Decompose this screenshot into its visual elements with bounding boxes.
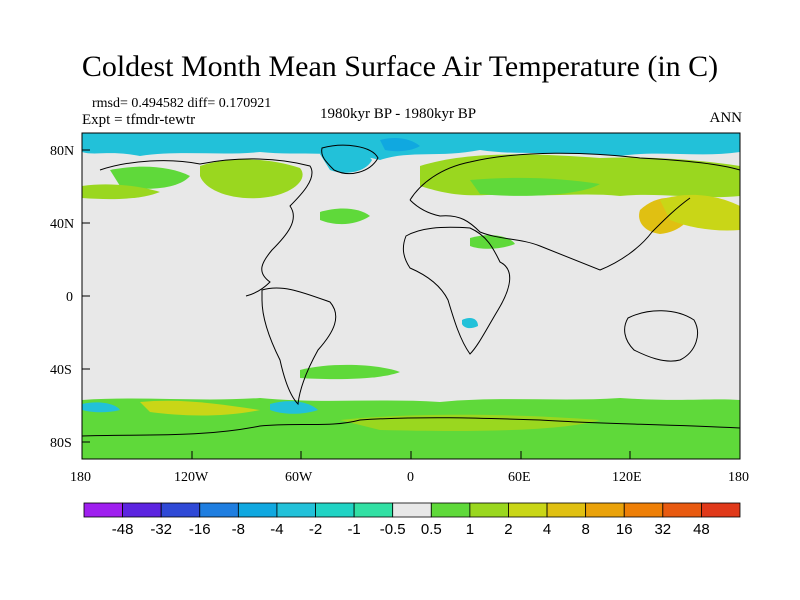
season-label: ANN bbox=[709, 110, 743, 126]
lat-label-40s: 40S bbox=[50, 363, 72, 378]
colorbar-label: 16 bbox=[616, 521, 633, 538]
canada-positive-patch bbox=[200, 159, 303, 199]
greenland-coast bbox=[321, 144, 379, 174]
colorbar-label: -4 bbox=[270, 521, 283, 538]
colorbar-swatch bbox=[353, 502, 394, 518]
colorbar-swatch bbox=[237, 502, 278, 518]
southern-ocean-negative-patch-2 bbox=[82, 402, 120, 413]
greenland-negative-patch bbox=[320, 150, 372, 173]
colorbar-swatch bbox=[160, 502, 201, 518]
colorbar-label: -0.5 bbox=[380, 521, 406, 538]
nw-pacific-positive-patch bbox=[660, 194, 740, 231]
lon-label-120w: 120W bbox=[174, 470, 209, 485]
colorbar-swatch bbox=[392, 502, 432, 518]
lon-label-120e: 120E bbox=[612, 470, 642, 485]
colorbar-swatch bbox=[469, 502, 509, 518]
colorbar-label: -1 bbox=[347, 521, 360, 538]
lat-label-0: 0 bbox=[66, 290, 73, 305]
rmsd-value: rmsd= 0.494582 bbox=[92, 96, 184, 111]
stats-line: rmsd= 0.494582 diff= 0.170921 bbox=[92, 96, 271, 112]
colorbar-label: -48 bbox=[112, 521, 134, 538]
colorbar-swatch bbox=[508, 502, 548, 518]
southern-midlat-patch bbox=[300, 364, 400, 380]
lon-label-180e: 180 bbox=[728, 470, 749, 485]
colorbar-swatch bbox=[199, 502, 239, 518]
colorbar-swatch bbox=[701, 502, 741, 518]
colorbar-swatch bbox=[546, 502, 587, 518]
colorbar-label: 4 bbox=[543, 521, 551, 538]
africa-coast bbox=[402, 226, 511, 355]
colorbar-label: -16 bbox=[189, 521, 211, 538]
colorbar-swatch bbox=[430, 502, 471, 518]
colorbar-swatch bbox=[315, 502, 355, 518]
coastlines bbox=[81, 144, 741, 437]
period-label: 1980kyr BP - 1980kyr BP bbox=[320, 106, 477, 122]
alaska-positive-patch bbox=[110, 166, 190, 189]
colorbar-label: 32 bbox=[654, 521, 671, 538]
southern-ocean-negative-patch bbox=[270, 401, 318, 414]
colorbar-swatch bbox=[623, 502, 664, 518]
africa-positive-patch bbox=[470, 235, 515, 249]
diff-value: diff= 0.170921 bbox=[187, 96, 272, 111]
lat-ticks bbox=[82, 149, 90, 443]
lon-ticks bbox=[81, 451, 741, 459]
colorbar-label: 1 bbox=[466, 521, 474, 538]
eurasia-coast bbox=[409, 152, 741, 271]
south-atlantic-negative-patch bbox=[462, 318, 478, 329]
north-america-coast bbox=[99, 158, 313, 297]
colorbar-label: 8 bbox=[581, 521, 589, 538]
lon-label-0: 0 bbox=[407, 470, 414, 485]
colorbar-swatch bbox=[276, 502, 316, 518]
pacific-north-positive-patch bbox=[82, 184, 160, 200]
lat-label-40n: 40N bbox=[50, 217, 74, 232]
arctic-patch-2 bbox=[380, 138, 420, 152]
lat-label-80s: 80S bbox=[50, 436, 72, 451]
south-america-coast bbox=[261, 287, 337, 406]
southern-ocean-positive-band-3 bbox=[340, 414, 600, 431]
lon-label-60w: 60W bbox=[285, 470, 313, 485]
colorbar-label: -2 bbox=[309, 521, 322, 538]
australia-coast bbox=[624, 310, 698, 362]
colorbar-label: 0.5 bbox=[421, 521, 442, 538]
map-title: Coldest Month Mean Surface Air Temperatu… bbox=[81, 50, 719, 83]
experiment-label: Expt = tfmdr-tewtr bbox=[82, 112, 196, 128]
colorbar-swatch bbox=[585, 502, 625, 518]
southern-ocean-positive-band-2 bbox=[140, 400, 260, 416]
colorbar-swatch bbox=[83, 502, 123, 518]
antarctica-coast bbox=[81, 417, 741, 437]
lon-label-60e: 60E bbox=[508, 470, 531, 485]
colorbar-swatch bbox=[122, 502, 162, 518]
anomaly-patches bbox=[82, 133, 740, 459]
colorbar-label: 2 bbox=[504, 521, 512, 538]
colorbar-label: -32 bbox=[150, 521, 172, 538]
lon-label-180w: 180 bbox=[70, 470, 91, 485]
atlantic-positive-patch bbox=[320, 208, 370, 225]
lat-label-80n: 80N bbox=[50, 144, 74, 159]
colorbar-swatch bbox=[662, 502, 702, 518]
colorbar-label: -8 bbox=[232, 521, 245, 538]
colorbar: -48 -32 -16 -8 -4 -2 -1 -0.5 0.5 1 2 4 8 16 32 48 bbox=[83, 502, 741, 538]
eurasia-positive-patch-2 bbox=[470, 177, 600, 196]
colorbar-label: 48 bbox=[693, 521, 710, 538]
